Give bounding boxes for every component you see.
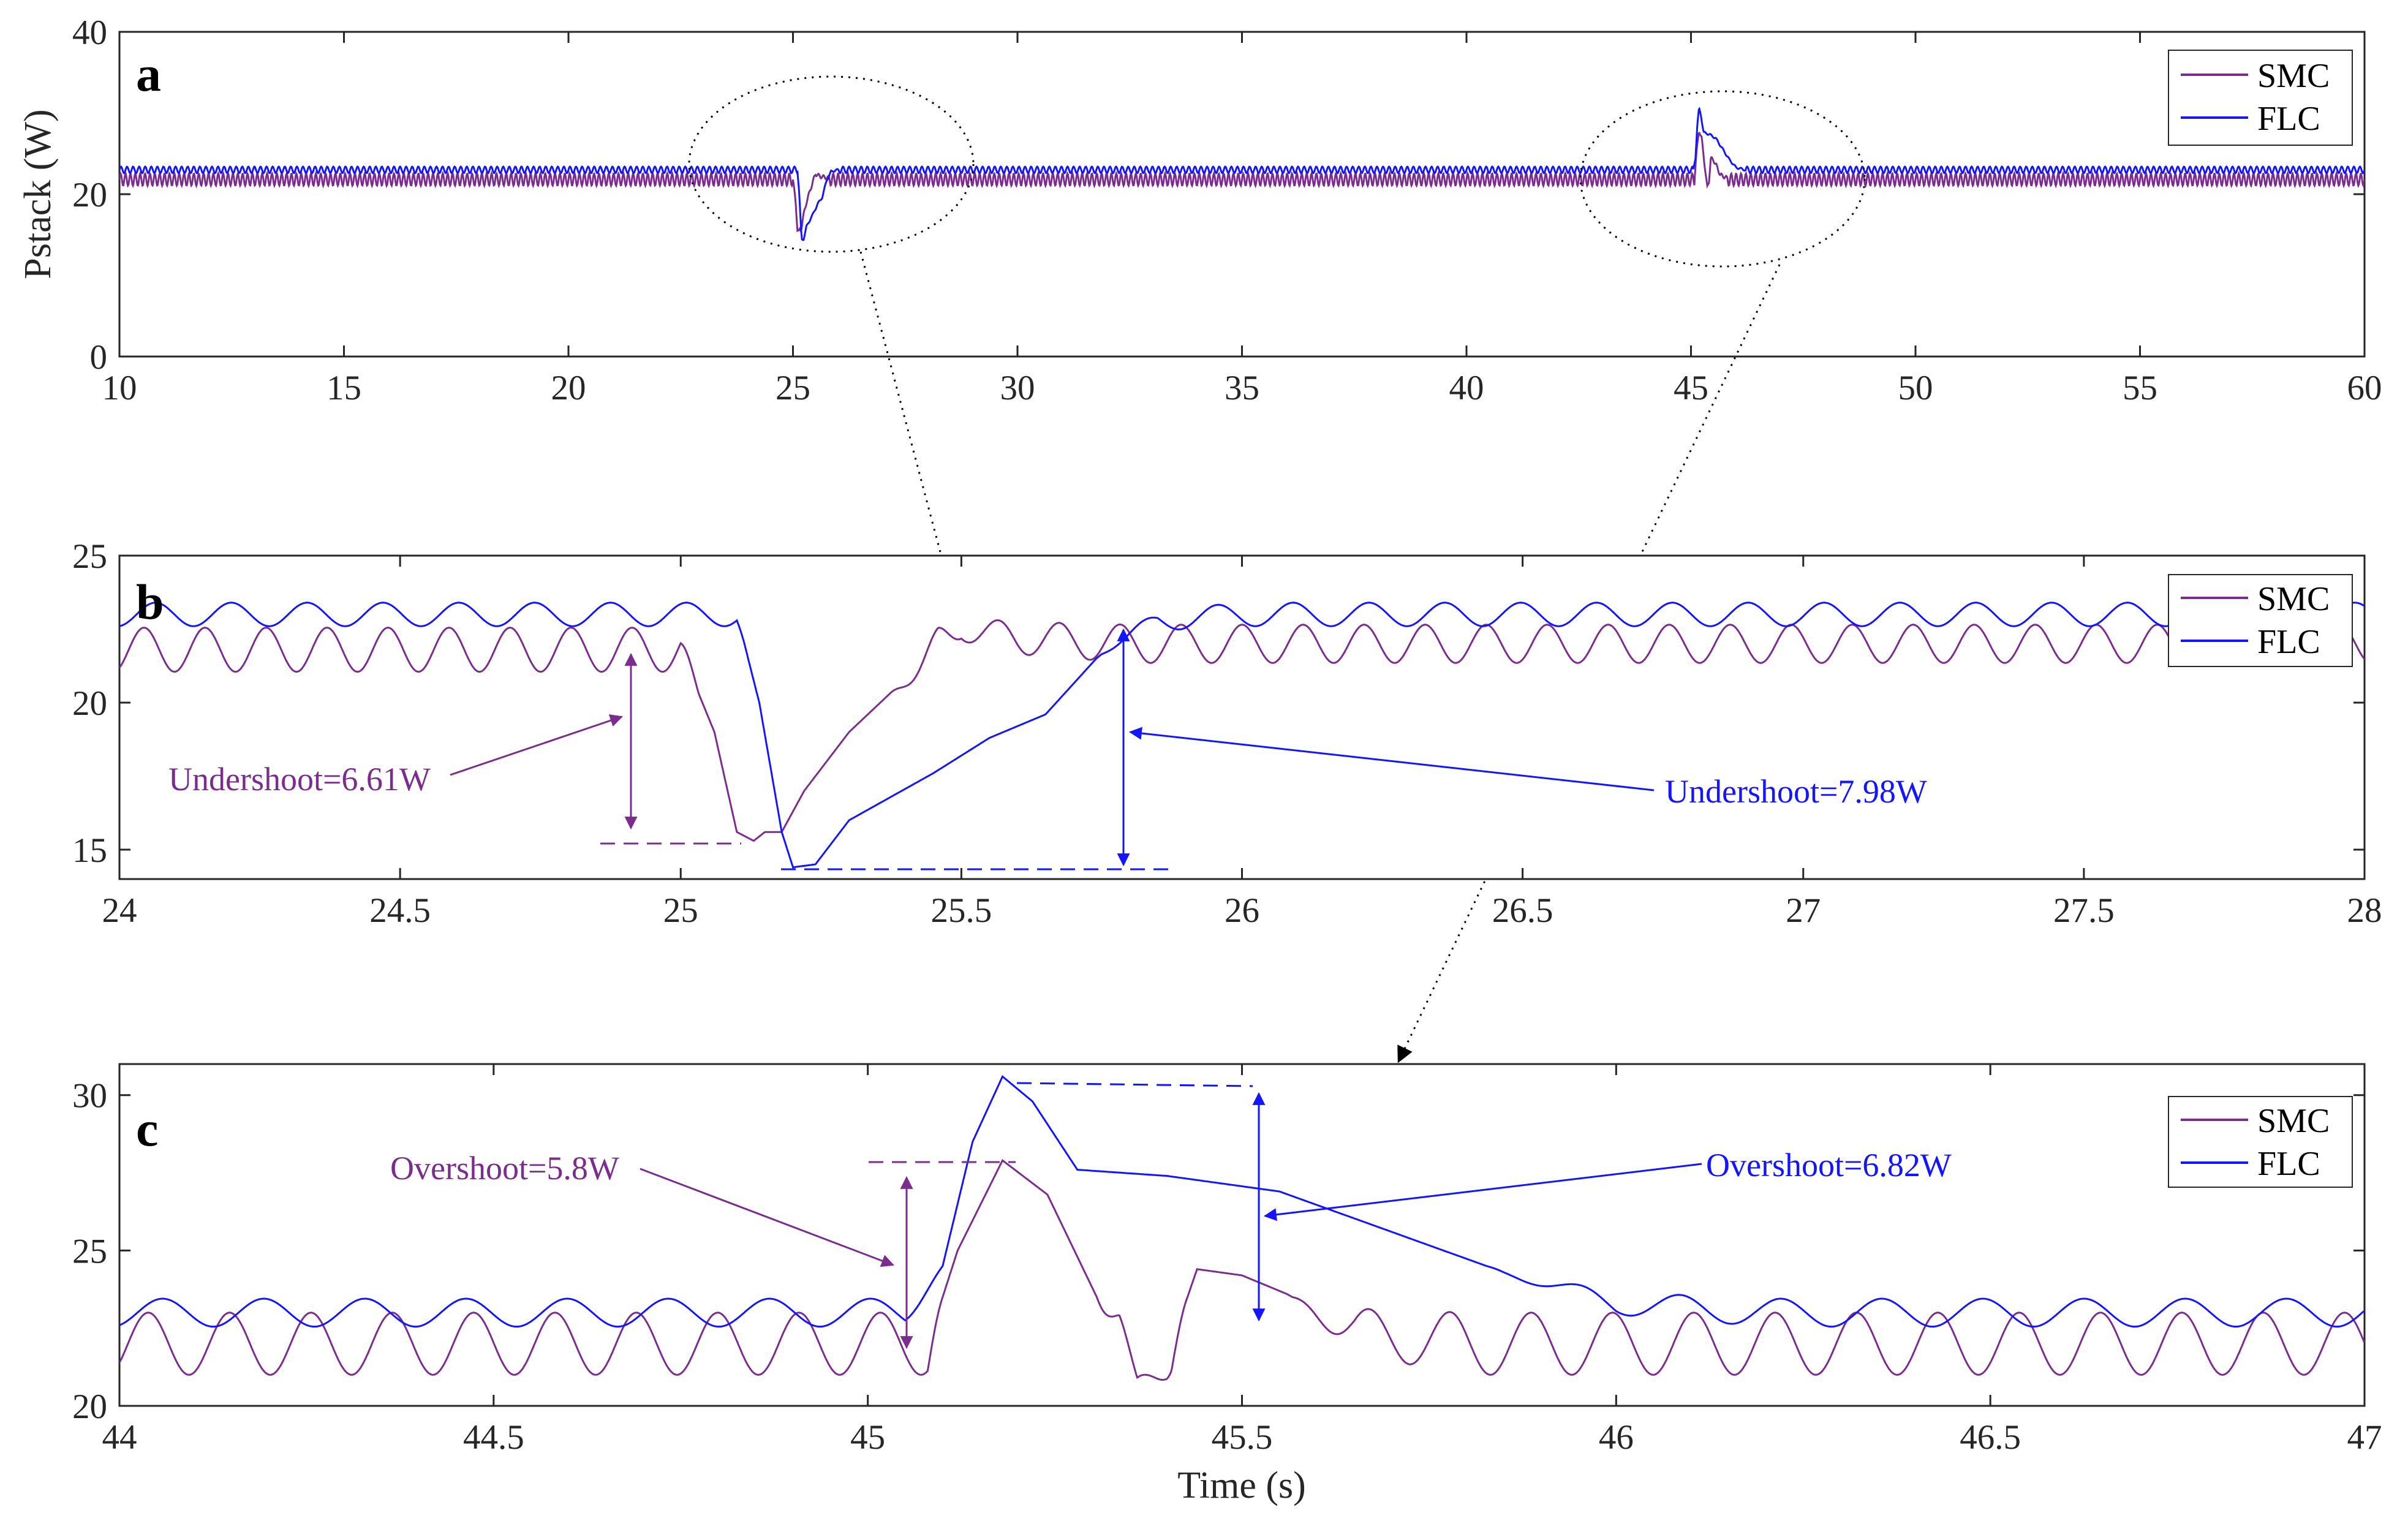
flc-undershoot-label: Undershoot=7.98W [1665, 773, 1927, 810]
flc-overshoot-pointer [1263, 1163, 1702, 1221]
x-tick-label: 45.5 [1212, 1418, 1273, 1457]
y-tick-label: 20 [72, 176, 107, 214]
panel-b-axes [118, 554, 2366, 880]
legend-flc-label: FLC [2257, 100, 2320, 138]
x-tick-label: 26.5 [1492, 891, 1553, 930]
x-tick-label: 40 [1449, 369, 1484, 407]
panel-c: 44 44.5 45 45.5 46 46.5 47 20 25 30 c Time (s) Ov… [72, 1063, 2382, 1506]
x-tick-label: 20 [551, 369, 586, 407]
legend-smc-label: SMC [2257, 1102, 2330, 1140]
panel-c-flc-line [119, 1074, 2365, 1328]
panel-c-letter: c [136, 1101, 158, 1157]
x-tick-label: 46 [1599, 1418, 1634, 1457]
panel-b-smc-line [119, 619, 2365, 842]
smc-undershoot-pointer [450, 714, 623, 776]
x-tick-label: 26 [1225, 891, 1259, 930]
panel-a-ylabel: Pstack (W) [17, 109, 59, 279]
panel-b-legend-box [2168, 574, 2353, 667]
panel-c-legend: SMC FLC [2168, 1096, 2353, 1188]
x-tick-label: 24 [102, 891, 137, 930]
x-tick-label: 45 [1674, 369, 1708, 407]
x-tick-label: 45 [850, 1418, 885, 1457]
panel-c-ticks: 44 44.5 45 45.5 46 46.5 47 20 25 30 [72, 1064, 2382, 1457]
flc-peak-dashline [1016, 1082, 1253, 1087]
panel-a-axes [118, 31, 2366, 358]
x-tick-label: 46.5 [1960, 1418, 2021, 1457]
x-tick-label: 30 [1000, 369, 1035, 407]
panel-a-legend-box [2168, 50, 2353, 146]
panel-b: 24 24.5 25 25.5 26 26.5 27 27.5 28 15 20 25 b Under… [72, 537, 2382, 930]
panel-c-xlabel: Time (s) [1177, 1465, 1306, 1506]
y-tick-label: 40 [72, 13, 107, 52]
panel-c-legend-box [2168, 1096, 2353, 1188]
zoom-ellipse-45s [1579, 90, 1866, 268]
panel-c-axes [118, 1063, 2366, 1407]
y-tick-label: 25 [72, 537, 107, 576]
smc-overshoot-pointer [640, 1168, 894, 1267]
smc-overshoot-label: Overshoot=5.8W [390, 1150, 619, 1187]
flc-overshoot-label: Overshoot=6.82W [1706, 1147, 1952, 1184]
y-tick-label: 0 [90, 338, 108, 377]
x-tick-label: 35 [1225, 369, 1259, 407]
x-tick-label: 27 [1786, 891, 1821, 930]
panel-a-legend: SMC FLC [2168, 50, 2353, 146]
x-tick-label: 44 [102, 1418, 137, 1457]
panel-b-flc-line [119, 602, 2365, 869]
panel-a-letter: a [136, 46, 161, 102]
panel-a-flc-line [119, 107, 2365, 241]
panel-b-ticks: 24 24.5 25 25.5 26 26.5 27 27.5 28 15 20 25 [72, 537, 2382, 930]
y-tick-label: 20 [72, 684, 107, 723]
legend-smc-label: SMC [2257, 57, 2330, 95]
panel-a: 10 15 20 25 30 35 40 45 50 55 60 0 20 40 a Pstack (W)… [17, 13, 2382, 407]
flc-undershoot-pointer [1128, 727, 1655, 791]
x-tick-label: 60 [2347, 369, 2382, 407]
panel-a-ticks: 10 15 20 25 30 35 40 45 50 55 60 0 20 40 [72, 13, 2382, 407]
x-tick-label: 24.5 [369, 891, 431, 930]
x-tick-label: 44.5 [463, 1418, 524, 1457]
y-tick-label: 15 [72, 831, 107, 870]
smc-undershoot-label: Undershoot=6.61W [168, 761, 431, 798]
zoom-ellipse-25s [688, 75, 975, 253]
panel-b-letter: b [136, 574, 164, 630]
x-tick-label: 15 [326, 369, 361, 407]
panel-c-smc-line [119, 1159, 2365, 1381]
legend-flc-label: FLC [2257, 623, 2320, 661]
x-tick-label: 25.5 [931, 891, 992, 930]
y-tick-label: 25 [72, 1232, 107, 1270]
x-tick-label: 28 [2347, 891, 2382, 930]
legend-flc-label: FLC [2257, 1145, 2320, 1183]
panel-a-smc-line [119, 132, 2365, 234]
y-tick-label: 30 [72, 1077, 107, 1116]
y-tick-label: 20 [72, 1387, 107, 1426]
x-tick-label: 55 [2123, 369, 2157, 407]
x-tick-label: 47 [2347, 1418, 2382, 1457]
x-tick-label: 25 [776, 369, 810, 407]
panel-b-legend: SMC FLC [2168, 574, 2353, 667]
x-tick-label: 27.5 [2053, 891, 2115, 930]
x-tick-label: 25 [663, 891, 698, 930]
x-tick-label: 10 [102, 369, 137, 407]
x-tick-label: 50 [1898, 369, 1933, 407]
legend-smc-label: SMC [2257, 580, 2330, 618]
